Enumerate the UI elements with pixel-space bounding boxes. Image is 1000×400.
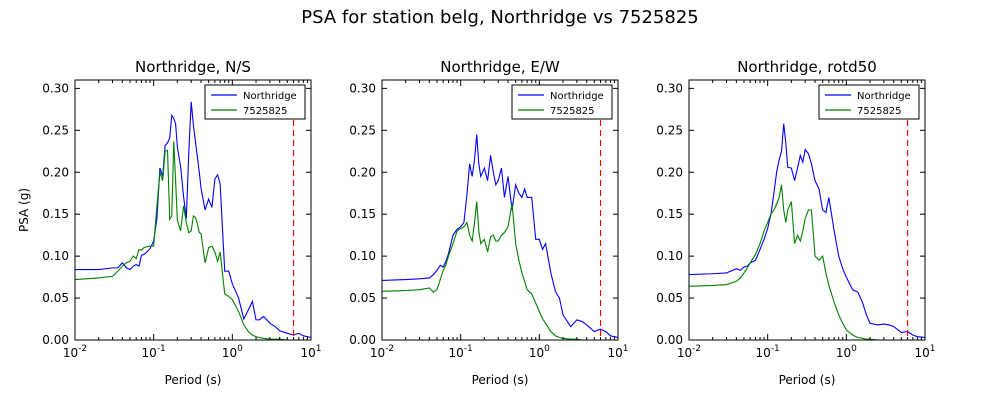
y-tick-label: 0.30 — [42, 81, 69, 95]
y-axis-label: PSA (g) — [17, 188, 31, 232]
series-line-simulation — [689, 184, 925, 340]
y-tick-label: 0.25 — [42, 123, 69, 137]
y-tick-label: 0.00 — [656, 333, 683, 347]
series-line-simulation — [382, 201, 618, 340]
y-tick-label: 0.20 — [656, 165, 683, 179]
figure-title: PSA for station belg, Northridge vs 7525… — [301, 7, 698, 28]
series-line-simulation — [75, 141, 311, 340]
x-tick-label: 101 — [607, 344, 628, 360]
subplot-title: Northridge, rotd50 — [737, 58, 877, 76]
y-tick-label: 0.15 — [349, 207, 376, 221]
subplot-2: Northridge, E/W 0.00 0.05 0.10 0.15 0.20 0.25 0… — [349, 58, 628, 387]
y-tick-label: 0.30 — [656, 81, 683, 95]
subplot-3: Northridge, rotd50 0.00 0.05 0.10 0.15 0.20 0.… — [656, 58, 935, 387]
y-tick-label: 0.10 — [349, 249, 376, 263]
subplot-title: Northridge, E/W — [440, 58, 560, 76]
y-tick-label: 0.00 — [42, 333, 69, 347]
x-tick-label: 101 — [300, 344, 321, 360]
subplot-1: Northridge, N/S 0.00 0.05 0.10 0.15 0.20 0.25 0… — [17, 58, 322, 387]
series-line-northridge — [75, 101, 311, 339]
x-tick-label: 10-2 — [370, 344, 394, 360]
y-tick-label: 0.00 — [349, 333, 376, 347]
legend-box — [511, 84, 613, 120]
x-tick-label: 100 — [222, 344, 243, 360]
y-tick-label: 0.25 — [349, 123, 376, 137]
legend-box — [818, 84, 920, 120]
x-tick-label: 10-1 — [756, 344, 780, 360]
legend: Northridge 7525825 — [511, 84, 613, 120]
y-tick-label: 0.20 — [349, 165, 376, 179]
subplot-title: Northridge, N/S — [135, 58, 251, 76]
x-tick-label: 101 — [914, 344, 935, 360]
legend-label: Northridge — [550, 91, 604, 102]
y-tick-label: 0.15 — [42, 207, 69, 221]
y-tick-label: 0.10 — [42, 249, 69, 263]
x-tick-label: 100 — [529, 344, 550, 360]
x-tick-label: 10-2 — [677, 344, 701, 360]
x-tick-label: 100 — [836, 344, 857, 360]
y-tick-label: 0.15 — [656, 207, 683, 221]
x-tick-label: 10-2 — [63, 344, 87, 360]
plot-frame — [74, 79, 312, 341]
x-tick-label: 10-1 — [449, 344, 473, 360]
legend-label: 7525825 — [243, 106, 288, 117]
y-tick-label: 0.05 — [42, 291, 69, 305]
y-tick-label: 0.25 — [656, 123, 683, 137]
y-tick-label: 0.05 — [656, 291, 683, 305]
legend-box — [204, 84, 306, 120]
legend-label: 7525825 — [550, 106, 595, 117]
legend-label: Northridge — [243, 91, 297, 102]
legend-label: Northridge — [857, 91, 911, 102]
y-tick-label: 0.05 — [349, 291, 376, 305]
legend: Northridge 7525825 — [818, 84, 920, 120]
legend: Northridge 7525825 — [204, 84, 306, 120]
y-tick-label: 0.10 — [656, 249, 683, 263]
x-axis-label: Period (s) — [472, 373, 529, 387]
y-tick-label: 0.20 — [42, 165, 69, 179]
x-axis-label: Period (s) — [779, 373, 836, 387]
legend-label: 7525825 — [857, 106, 902, 117]
series-line-northridge — [382, 134, 618, 339]
plot-frame — [381, 79, 619, 341]
y-tick-label: 0.30 — [349, 81, 376, 95]
x-tick-label: 10-1 — [142, 344, 166, 360]
plot-frame — [688, 79, 926, 341]
x-axis-label: Period (s) — [165, 373, 222, 387]
series-line-northridge — [689, 123, 925, 339]
